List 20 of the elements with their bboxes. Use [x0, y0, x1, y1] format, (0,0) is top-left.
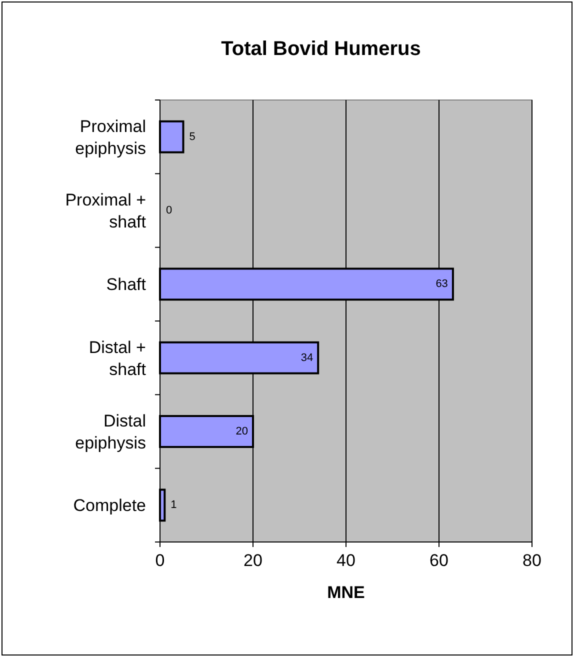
- y-tick-label: Proximal epiphysis: [75, 116, 146, 158]
- data-label: 34: [300, 352, 314, 364]
- x-tick-label: 80: [522, 551, 542, 570]
- y-tick-label: Distal epiphysis: [75, 411, 146, 452]
- bar: [159, 120, 184, 154]
- x-tick-label: 0: [155, 551, 165, 570]
- y-tick-label: Complete: [73, 496, 146, 515]
- y-tick-label: Proximal + shaft: [65, 190, 146, 231]
- x-tick-label: 60: [430, 551, 448, 570]
- data-label: 0: [166, 204, 172, 216]
- data-label: 20: [236, 426, 248, 438]
- x-tick-label: 40: [336, 551, 356, 570]
- chart-title: Total Bovid Humerus: [221, 38, 421, 60]
- data-label: 1: [170, 499, 177, 512]
- y-tick-label: Shaft: [106, 274, 146, 294]
- x-axis-title: MNE: [327, 583, 365, 602]
- y-tick-label: Distal + shaft: [88, 337, 146, 378]
- data-label: 5: [189, 130, 196, 143]
- data-label: 63: [436, 278, 448, 290]
- x-tick-label: 20: [244, 551, 262, 570]
